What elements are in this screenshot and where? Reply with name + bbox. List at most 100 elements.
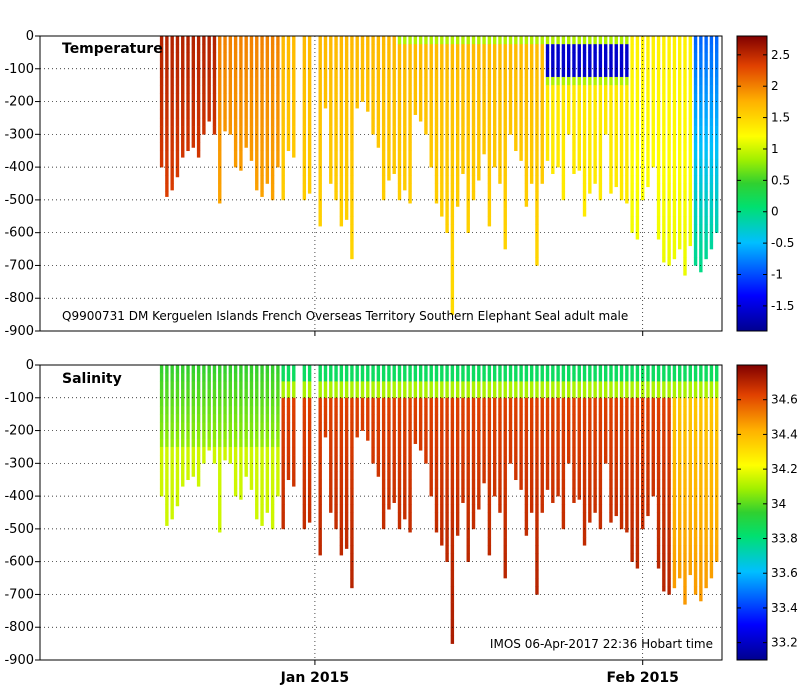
profile-cell <box>239 373 243 382</box>
profile-cell <box>207 93 211 102</box>
profile-cell <box>768 159 771 167</box>
profile-cell <box>577 479 581 489</box>
profile-cell <box>350 512 354 521</box>
profile-cell <box>255 438 259 448</box>
profile-cell <box>672 389 677 399</box>
profile-cell <box>434 150 439 160</box>
profile-cell <box>731 373 734 381</box>
profile-cell <box>408 520 412 530</box>
profile-cell <box>609 142 613 152</box>
profile-cell <box>429 438 433 448</box>
profile-cell <box>265 504 270 513</box>
profile-cell <box>281 117 285 127</box>
profile-cell <box>498 167 502 176</box>
profile-cell <box>794 93 797 101</box>
profile-cell <box>561 142 566 152</box>
profile-cell <box>619 85 624 94</box>
profile-cell <box>181 134 185 143</box>
profile-cell <box>466 455 470 464</box>
profile-cell <box>678 414 682 423</box>
profile-cell <box>704 224 708 233</box>
profile-cell <box>572 422 576 431</box>
profile-cell <box>773 69 776 77</box>
profile-cell <box>302 36 307 45</box>
profile-cell <box>487 101 492 111</box>
profile-cell <box>450 150 455 160</box>
profile-cell <box>588 68 592 78</box>
profile-cell <box>413 76 418 86</box>
profile-cell <box>582 463 587 472</box>
profile-cell <box>709 430 714 440</box>
profile-cell <box>667 422 671 431</box>
profile-cell <box>630 85 634 94</box>
profile-cell <box>339 414 344 423</box>
profile-cell <box>683 479 687 489</box>
profile-cell <box>529 142 534 152</box>
profile-cell <box>376 446 381 456</box>
profile-cell <box>614 365 618 374</box>
profile-cell <box>196 389 201 399</box>
profile-cell <box>196 463 201 472</box>
profile-cell <box>699 60 703 70</box>
profile-cell <box>535 109 539 119</box>
profile-cell <box>350 422 354 431</box>
profile-cell <box>551 430 555 440</box>
profile-cell <box>572 446 576 456</box>
profile-cell <box>445 479 449 489</box>
profile-cell <box>318 85 322 94</box>
profile-cell <box>582 504 587 513</box>
profile-cell <box>609 68 613 78</box>
profile-cell <box>350 85 354 94</box>
profile-cell <box>699 232 703 242</box>
profile-cell <box>482 126 486 135</box>
profile-cell <box>466 150 470 160</box>
profile-cell <box>598 126 603 135</box>
profile-cell <box>688 389 692 399</box>
profile-cell <box>170 422 174 431</box>
profile-cell <box>635 455 640 464</box>
profile-cell <box>492 60 497 70</box>
profile-cell <box>709 191 714 201</box>
profile-cell <box>450 430 455 440</box>
profile-cell <box>662 249 666 258</box>
profile-cell <box>265 126 270 135</box>
profile-cell <box>609 520 613 523</box>
profile-cell <box>683 44 687 53</box>
profile-cell <box>678 446 682 456</box>
profile-cell <box>307 405 312 415</box>
profile-cell <box>249 68 254 78</box>
profile-cell <box>434 167 439 176</box>
profile-cell <box>482 438 486 448</box>
profile-cell <box>233 405 238 415</box>
profile-cell <box>662 520 666 530</box>
profile-cell <box>651 44 655 53</box>
profile-cell <box>450 208 455 217</box>
profile-cell <box>376 85 381 94</box>
profile-cell <box>672 496 677 505</box>
profile-cell <box>699 142 703 152</box>
profile-cell <box>693 504 698 513</box>
profile-cell <box>693 68 698 78</box>
profile-cell <box>630 36 634 45</box>
profile-cell <box>350 208 354 217</box>
profile-cell <box>503 438 507 448</box>
profile-cell <box>461 479 465 489</box>
profile-cell <box>498 373 502 382</box>
profile-cell <box>424 405 428 415</box>
profile-cell <box>434 126 439 135</box>
profile-cell <box>450 496 455 505</box>
profile-cell <box>693 438 698 448</box>
profile-cell <box>339 68 344 78</box>
profile-cell <box>260 68 264 78</box>
profile-cell <box>450 167 455 176</box>
profile-cell <box>651 430 655 440</box>
profile-cell <box>582 134 587 143</box>
profile-cell <box>641 175 645 184</box>
profile-cell <box>191 430 196 440</box>
profile-cell <box>339 142 344 152</box>
profile-cell <box>699 93 703 102</box>
profile-cell <box>524 134 529 143</box>
profile-cell <box>641 167 645 176</box>
profile-cell <box>292 405 296 415</box>
profile-cell <box>715 76 719 86</box>
